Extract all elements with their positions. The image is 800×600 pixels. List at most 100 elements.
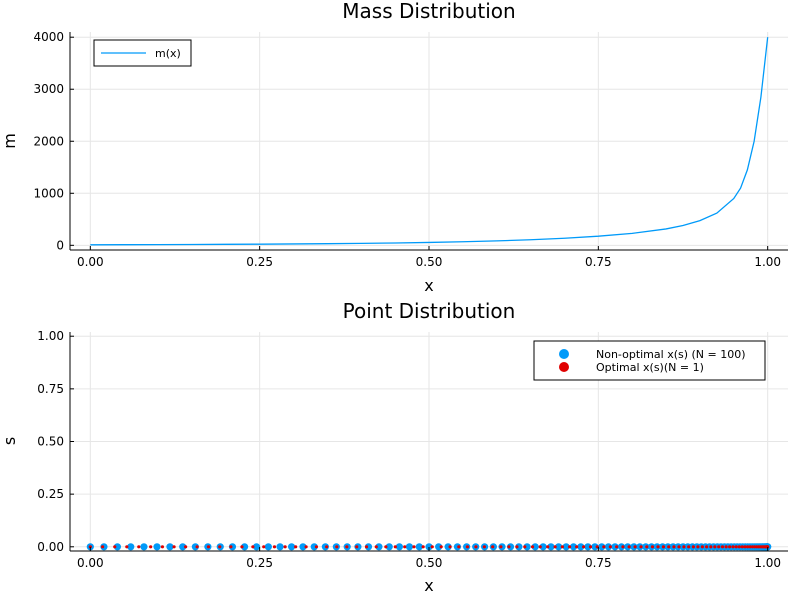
optimal-point (448, 545, 452, 549)
optimal-point (748, 545, 752, 549)
optimal-point (507, 545, 511, 549)
optimal-point (743, 545, 747, 549)
mass-legend: m(x) (93, 39, 192, 67)
nonoptimal-point (425, 543, 433, 551)
optimal-point (218, 545, 222, 549)
point-x-ticks: 0.00 0.25 0.50 0.75 1.00 (77, 547, 781, 570)
nonoptimal-point (584, 543, 592, 551)
optimal-point (740, 545, 744, 549)
optimal-point (766, 545, 770, 549)
optimal-point (393, 545, 397, 549)
optimal-point (582, 545, 586, 549)
optimal-point (602, 545, 606, 549)
nonoptimal-point (515, 543, 523, 551)
nonoptimal-point (577, 543, 585, 551)
nonoptimal-point (555, 543, 563, 551)
mass-x-ticks: 0.00 0.25 0.50 0.75 1.00 (77, 246, 781, 269)
nonoptimal-point (140, 543, 148, 551)
optimal-point (294, 545, 298, 549)
optimal-point (639, 545, 643, 549)
nonoptimal-point (264, 543, 272, 551)
mass-y-tick-label: 0 (56, 238, 64, 252)
optimal-point (728, 545, 732, 549)
optimal-point (538, 545, 542, 549)
optimal-point (546, 545, 550, 549)
optimal-point (412, 545, 416, 549)
mass-x-tick-label: 0.50 (416, 255, 443, 269)
point-x-tick-label: 0.00 (77, 556, 104, 570)
optimal-point (482, 545, 486, 549)
optimal-point (439, 545, 443, 549)
optimal-point (615, 545, 619, 549)
point-legend-swatch-optimal (559, 362, 569, 372)
optimal-point (149, 545, 153, 549)
optimal-point (314, 545, 319, 549)
point-y-tick-label: 0.25 (37, 487, 64, 501)
optimal-point (661, 545, 666, 549)
optimal-point (457, 545, 461, 549)
point-x-tick-label: 0.50 (416, 556, 443, 570)
optimal-point (345, 545, 349, 549)
optimal-point (709, 545, 713, 549)
nonoptimal-point (287, 543, 296, 551)
optimal-point (430, 545, 434, 549)
optimal-point (682, 545, 686, 549)
optimal-point (325, 545, 329, 549)
optimal-point (262, 545, 266, 549)
nonoptimal-point (591, 543, 599, 551)
nonoptimal-point (127, 543, 135, 551)
point-y-label: s (0, 437, 19, 445)
optimal-point (691, 545, 695, 549)
nonoptimal-point (547, 543, 555, 551)
mass-distribution-panel: Mass Distribution 0.00 0.25 0.50 0.75 1.00 0… (0, 0, 788, 295)
mass-chart-marks (90, 37, 769, 246)
optimal-point (184, 545, 188, 549)
optimal-point (568, 545, 572, 549)
optimal-point (687, 545, 691, 549)
point-x-tick-label: 0.75 (585, 556, 612, 570)
optimal-point (113, 545, 117, 549)
optimal-point (364, 545, 369, 549)
optimal-point (384, 545, 388, 549)
nonoptimal-point (531, 543, 539, 551)
mass-y-ticks: 0 1000 2000 3000 4000 (33, 30, 74, 252)
nonoptimal-point (310, 543, 318, 551)
nonoptimal-point (604, 543, 613, 551)
mass-chart-grid (70, 32, 788, 250)
nonoptimal-point (375, 543, 383, 551)
nonoptimal-point (569, 543, 578, 551)
optimal-point (137, 545, 141, 549)
optimal-point (421, 545, 425, 549)
optimal-point (575, 545, 579, 549)
nonoptimal-point (113, 543, 122, 551)
nonoptimal-point (276, 543, 284, 551)
optimal-point (645, 545, 649, 549)
optimal-point (283, 545, 287, 549)
nonoptimal-point (405, 543, 414, 551)
optimal-point (240, 545, 244, 549)
optimal-point (530, 545, 535, 549)
optimal-point (724, 545, 728, 549)
optimal-point (195, 545, 199, 549)
mass-y-tick-label: 4000 (33, 30, 64, 44)
point-distribution-panel: Point Distribution 0.00 0.25 0.50 0.75 1.00 … (0, 299, 788, 595)
point-y-tick-label: 0.00 (37, 540, 64, 554)
optimal-point (374, 545, 378, 549)
point-chart-title: Point Distribution (343, 299, 516, 323)
point-y-ticks: 0.00 0.25 0.50 0.75 1.00 (37, 329, 74, 554)
mass-x-label: x (424, 276, 433, 295)
point-x-tick-label: 1.00 (754, 556, 781, 570)
optimal-point (553, 545, 557, 549)
optimal-point (746, 545, 750, 549)
mass-x-tick-label: 0.25 (246, 255, 273, 269)
nonoptimal-point (166, 543, 174, 551)
nonoptimal-point (539, 543, 547, 551)
optimal-point (304, 545, 308, 549)
point-x-tick-label: 0.25 (246, 556, 273, 570)
optimal-point (515, 545, 519, 549)
nonoptimal-point (364, 543, 373, 551)
optimal-point (272, 545, 277, 549)
nonoptimal-point (415, 543, 423, 551)
optimal-point (335, 545, 339, 549)
mass-x-tick-label: 0.00 (77, 255, 104, 269)
